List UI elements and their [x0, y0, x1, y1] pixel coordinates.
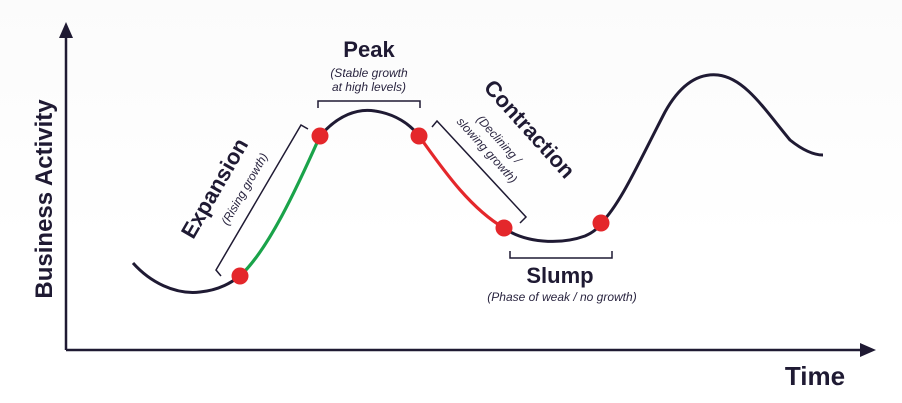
x-axis-label: Time — [785, 361, 845, 391]
contraction-curve-segment — [417, 135, 505, 230]
peak-curve-segment — [318, 108, 421, 137]
peak-bracket — [317, 100, 421, 108]
cycle-curve-start — [131, 261, 241, 294]
expansion-bracket — [215, 123, 309, 277]
peak-start-marker — [311, 127, 329, 145]
slump-note: (Phase of weak / no growth) — [487, 290, 636, 304]
peak-title: Peak — [343, 37, 395, 62]
slump-title: Slump — [526, 263, 593, 288]
cycle-curve-end — [599, 73, 824, 225]
peak-end-marker — [410, 127, 428, 145]
expansion-start-marker — [231, 267, 249, 285]
y-axis-arrow-icon — [59, 22, 73, 38]
expansion-curve-segment — [238, 135, 322, 278]
slump-start-marker — [495, 219, 513, 237]
y-axis-label: Business Activity — [31, 99, 58, 299]
slump-end-marker — [592, 214, 610, 232]
slump-bracket — [509, 251, 613, 259]
peak-note-line1: (Stable growth — [330, 66, 408, 80]
peak-note-line2: at high levels) — [332, 80, 406, 94]
x-axis-arrow-icon — [860, 343, 876, 357]
slump-curve-segment — [503, 222, 603, 243]
contraction-bracket — [431, 119, 528, 224]
